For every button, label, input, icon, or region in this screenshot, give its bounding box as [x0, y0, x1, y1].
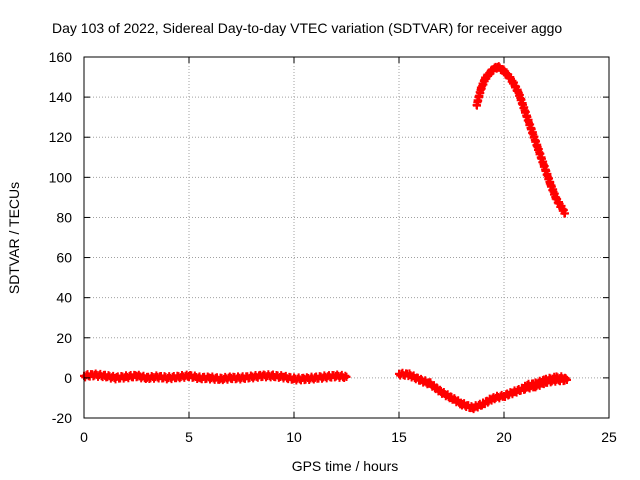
data-point [472, 101, 481, 110]
chart-title: Day 103 of 2022, Sidereal Day-to-day VTE… [52, 20, 562, 36]
data-point [489, 393, 498, 402]
data-point [521, 381, 529, 390]
data-point [481, 75, 490, 84]
data-point [489, 65, 498, 74]
data-point [122, 372, 130, 381]
data-point [558, 205, 567, 214]
data-point [546, 179, 555, 188]
x-tick-label: 5 [185, 429, 193, 445]
data-point [195, 373, 204, 382]
data-point [227, 373, 235, 382]
data-point [542, 375, 550, 384]
y-tick-label: 140 [49, 89, 73, 105]
x-axis-label: GPS time / hours [292, 458, 399, 474]
y-tick-label: 80 [56, 209, 72, 225]
data-point [405, 370, 414, 379]
y-tick-label: 40 [56, 290, 72, 306]
data-point [458, 399, 466, 408]
data-point [290, 374, 298, 383]
data-point [143, 373, 151, 382]
data-point [533, 143, 542, 152]
series-segment-3 [472, 62, 569, 218]
data-point [552, 195, 561, 204]
data-point [248, 372, 256, 381]
y-axis-label: SDTVAR / TECUs [6, 182, 22, 294]
data-point [311, 373, 319, 382]
data-point [279, 372, 288, 381]
data-point [508, 77, 517, 86]
data-point [426, 379, 435, 388]
data-point [395, 369, 403, 378]
data-point [206, 373, 214, 382]
x-tick-label: 0 [80, 429, 88, 445]
data-point [560, 209, 569, 218]
data-point [342, 372, 351, 381]
data-point [479, 399, 487, 408]
data-point [539, 161, 548, 170]
data-point [497, 65, 506, 74]
data-point [101, 371, 109, 380]
data-point [521, 107, 529, 116]
x-tick-label: 15 [391, 429, 407, 445]
x-tick-label: 10 [286, 429, 302, 445]
data-point [476, 85, 485, 94]
data-point [332, 371, 340, 380]
data-point [527, 125, 536, 134]
data-point [500, 391, 508, 400]
y-tick-label: 0 [64, 370, 72, 386]
x-tick-label: 25 [601, 429, 617, 445]
data-point [493, 63, 502, 72]
data-point [447, 393, 456, 402]
data-point [132, 371, 141, 380]
data-point [269, 371, 277, 380]
y-tick-label: 160 [49, 49, 73, 65]
x-tick-label: 20 [496, 429, 512, 445]
data-points [80, 62, 571, 414]
data-point [552, 373, 561, 382]
data-point [485, 69, 494, 78]
data-point [90, 370, 99, 379]
data-point [174, 372, 183, 381]
data-point [258, 371, 267, 380]
data-point [164, 373, 172, 382]
y-tick-label: -20 [52, 410, 72, 426]
data-point [437, 387, 445, 396]
data-point [111, 373, 120, 382]
data-point [502, 69, 511, 78]
series-segment-2-upper [521, 372, 569, 392]
data-point [560, 373, 569, 382]
data-point [216, 374, 225, 383]
data-point [300, 374, 309, 383]
data-point [468, 403, 477, 412]
axis-ticks: 0 5 10 15 20 25 -20 0 20 40 60 80 100 120 140 160 [49, 49, 617, 445]
y-tick-label: 60 [56, 250, 72, 266]
data-point [153, 372, 162, 381]
data-point [185, 371, 193, 380]
data-point [321, 372, 330, 381]
data-point [531, 379, 540, 388]
y-tick-label: 20 [56, 330, 72, 346]
plot-frame [83, 56, 610, 419]
data-point [416, 375, 424, 384]
y-tick-label: 120 [49, 129, 73, 145]
data-point [237, 373, 246, 382]
y-tick-label: 100 [49, 169, 73, 185]
data-point [510, 387, 519, 396]
data-point [514, 89, 523, 98]
